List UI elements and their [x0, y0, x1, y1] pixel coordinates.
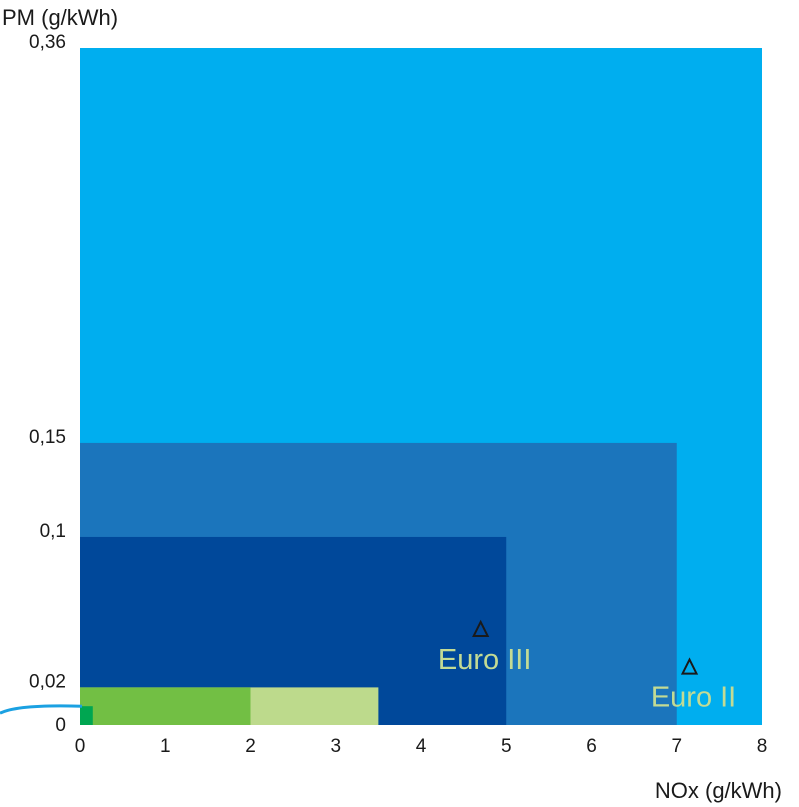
- y-tick-labels: 0 0,02 0,1 0,15 0,36: [29, 32, 66, 736]
- euro-iii-label: Euro III: [438, 644, 532, 676]
- y-tick-label: 0,15: [29, 427, 66, 448]
- y-tick-label: 0,1: [40, 521, 66, 542]
- x-tick-label: 0: [75, 736, 86, 757]
- euro-ii-label: Euro II: [651, 682, 736, 714]
- y-tick-label: 0: [55, 715, 66, 736]
- y-axis-label: PM (g/kWh): [2, 5, 118, 30]
- euro-iii-marker: [472, 619, 490, 637]
- x-tick-label: 2: [245, 736, 256, 757]
- low-emission-curve: [0, 704, 83, 715]
- standard-markers: Euro III Euro II: [438, 619, 736, 714]
- euro-ii-marker: [680, 657, 699, 675]
- emission-region-5: [80, 687, 251, 725]
- x-tick-label: 5: [501, 736, 512, 757]
- emission-region-6: [80, 706, 93, 725]
- x-axis-label: NOx (g/kWh): [655, 778, 782, 803]
- x-tick-label: 1: [160, 736, 171, 757]
- x-tick-label: 3: [330, 736, 341, 757]
- y-tick-label: 0,36: [29, 32, 66, 53]
- x-tick-label: 6: [586, 736, 597, 757]
- x-tick-label: 7: [671, 736, 682, 757]
- x-tick-label: 4: [416, 736, 427, 757]
- emission-regions: [80, 48, 762, 725]
- x-tick-label: 8: [757, 736, 768, 757]
- y-tick-label: 0,02: [29, 671, 66, 692]
- x-tick-labels: 0 1 2 3 4 5 6 7 8: [75, 736, 768, 757]
